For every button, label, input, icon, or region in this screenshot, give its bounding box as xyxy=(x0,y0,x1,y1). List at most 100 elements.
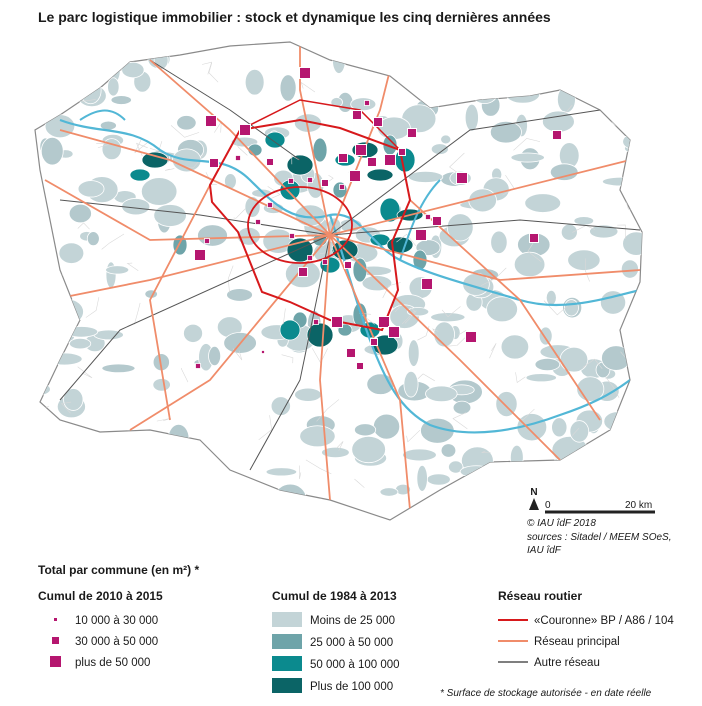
commune-border xyxy=(449,152,465,174)
main-road xyxy=(49,234,331,301)
main-road xyxy=(329,69,391,236)
commune-patch xyxy=(330,97,343,108)
commune-patch xyxy=(286,154,314,176)
commune-patch xyxy=(129,168,151,182)
commune-patch xyxy=(110,95,132,105)
legend-item: plus de 50 000 xyxy=(75,657,150,669)
commune-patch xyxy=(86,231,100,247)
commune-border xyxy=(77,222,90,230)
storage-square xyxy=(421,278,433,290)
credit: IAU îdF xyxy=(527,545,562,556)
commune-border xyxy=(417,373,435,382)
commune-border xyxy=(282,308,286,325)
commune-patch xyxy=(602,176,639,187)
legend-item: 10 000 à 30 000 xyxy=(75,615,158,627)
commune-border xyxy=(134,302,141,325)
storage-square xyxy=(261,350,265,354)
commune-patch xyxy=(464,103,479,132)
storage-square xyxy=(349,170,361,182)
storage-square xyxy=(344,261,352,269)
legend-item: 25 000 à 50 000 xyxy=(310,637,393,649)
legend-heading: Total par commune (en m²) * xyxy=(38,563,199,577)
storage-square xyxy=(384,154,396,166)
commune-patch xyxy=(551,417,568,438)
storage-square xyxy=(307,255,313,261)
commune-border xyxy=(124,49,137,58)
commune-patch xyxy=(50,433,64,447)
commune-patch xyxy=(183,323,203,343)
commune-patch xyxy=(35,383,51,396)
commune-patch xyxy=(603,411,632,432)
commune-patch xyxy=(35,420,66,445)
commune-border xyxy=(134,138,150,154)
commune-patch xyxy=(352,257,368,283)
commune-patch xyxy=(384,50,419,72)
commune-border xyxy=(515,372,526,384)
storage-square xyxy=(289,233,295,239)
storage-square xyxy=(367,157,377,167)
commune-patch xyxy=(79,76,102,105)
commune-border xyxy=(35,289,41,297)
commune-border xyxy=(336,441,344,451)
commune-border xyxy=(85,49,112,73)
storage-square xyxy=(307,177,313,183)
commune-patch xyxy=(379,487,399,497)
commune-border xyxy=(585,258,590,282)
commune-patch xyxy=(176,115,197,131)
commune-patch xyxy=(240,488,271,517)
other-road xyxy=(329,109,601,236)
commune-patch xyxy=(64,326,99,338)
commune-patch xyxy=(279,74,297,102)
storage-square xyxy=(194,249,206,261)
commune-patch xyxy=(35,471,50,485)
commune-patch xyxy=(332,46,346,74)
commune-patch xyxy=(153,204,187,227)
other-road xyxy=(59,234,331,401)
commune-patch xyxy=(505,84,541,104)
commune-patch xyxy=(600,46,631,68)
commune-patch xyxy=(486,296,518,323)
legend-square xyxy=(52,637,59,644)
commune-patch xyxy=(610,106,635,128)
commune-patch xyxy=(40,136,64,166)
commune-patch xyxy=(58,242,85,264)
commune-patch xyxy=(428,86,445,100)
commune-border xyxy=(319,242,335,255)
river xyxy=(399,179,441,261)
storage-square xyxy=(298,267,308,277)
commune-border xyxy=(513,138,541,151)
commune-patch xyxy=(586,446,623,461)
commune-patch xyxy=(105,265,130,275)
commune-patch xyxy=(160,487,174,502)
legend-item: Plus de 100 000 xyxy=(310,681,393,693)
commune-border xyxy=(258,415,272,441)
commune-border xyxy=(316,399,340,422)
commune-patch xyxy=(567,249,601,271)
commune-border xyxy=(267,186,281,200)
commune-border xyxy=(122,456,147,477)
commune-patch xyxy=(107,77,120,97)
commune-patch xyxy=(407,170,444,183)
commune-border xyxy=(156,417,172,422)
legend-swatch xyxy=(272,678,302,693)
commune-patch xyxy=(622,231,642,256)
main-road xyxy=(329,159,631,236)
storage-square xyxy=(313,319,319,325)
storage-square xyxy=(398,148,406,156)
commune-patch xyxy=(434,52,464,81)
commune-border xyxy=(527,243,542,262)
commune-patch xyxy=(433,321,455,348)
commune-patch xyxy=(244,69,265,96)
commune-patch xyxy=(495,391,518,417)
storage-square xyxy=(346,348,356,358)
storage-square xyxy=(432,216,442,226)
commune-patch xyxy=(563,299,579,317)
commune-patch xyxy=(167,423,190,453)
storage-square xyxy=(321,179,329,187)
legend-item: Réseau principal xyxy=(534,636,620,648)
commune-patch xyxy=(312,137,328,163)
legend-item: Moins de 25 000 xyxy=(310,615,395,627)
other-road xyxy=(329,219,641,236)
storage-square xyxy=(205,115,217,127)
